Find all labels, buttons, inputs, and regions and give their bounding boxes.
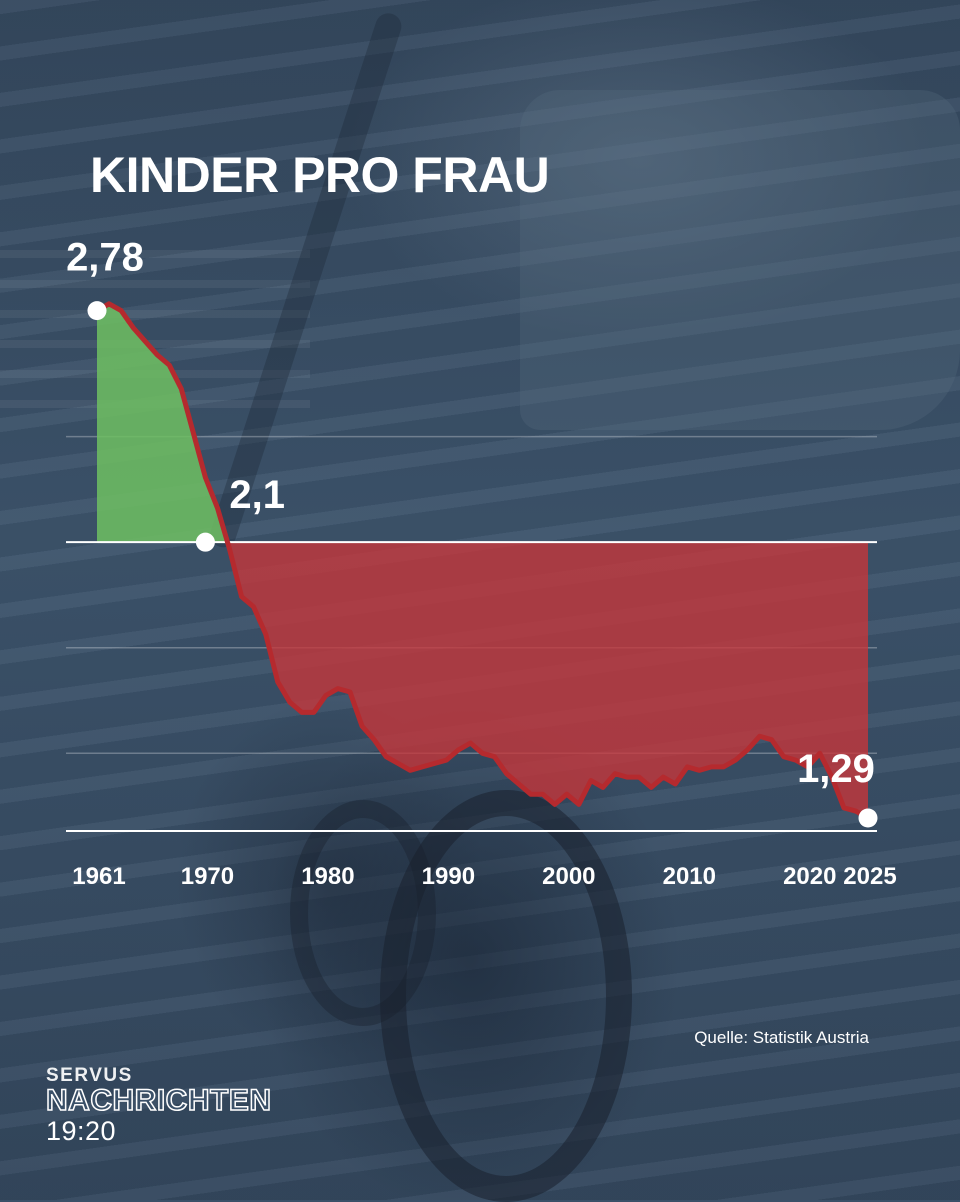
servus-nachrichten-logo: SERVUS NACHRICHTEN 19:20 — [45, 1065, 272, 1146]
source-note: Quelle: Statistik Austria — [694, 1028, 869, 1047]
annotation-dot — [87, 301, 107, 321]
annotation-dot — [195, 532, 215, 552]
annotations: 2,78 2,1 1,29 — [66, 236, 878, 828]
x-tick-label: 2000 — [542, 863, 595, 890]
logo-line-time: 19:20 — [46, 1116, 117, 1146]
annotation-dot — [858, 808, 878, 828]
x-tick-label: 2025 — [843, 863, 896, 890]
annotation-label: 1,29 — [797, 747, 875, 791]
background-stroller-basket — [520, 90, 960, 430]
x-tick-label: 1970 — [181, 863, 234, 890]
x-tick-labels: 1961 1970 1980 1990 2000 2010 2020 2025 — [72, 863, 896, 890]
annotation-label: 2,78 — [66, 236, 144, 280]
x-tick-label: 2010 — [663, 863, 716, 890]
area-above-replacement — [97, 303, 228, 543]
area-below-replacement — [97, 542, 868, 818]
x-tick-label: 1980 — [301, 863, 354, 890]
chart-title: KINDER PRO FRAU — [90, 147, 550, 203]
x-tick-label: 1961 — [72, 863, 125, 890]
x-tick-label: 2020 — [783, 863, 836, 890]
annotation-label: 2,1 — [229, 473, 285, 517]
logo-line-servus: SERVUS — [46, 1065, 133, 1086]
x-tick-label: 1990 — [422, 863, 475, 890]
logo-line-nachrichten: NACHRICHTEN — [45, 1084, 272, 1117]
series-line — [94, 301, 871, 821]
